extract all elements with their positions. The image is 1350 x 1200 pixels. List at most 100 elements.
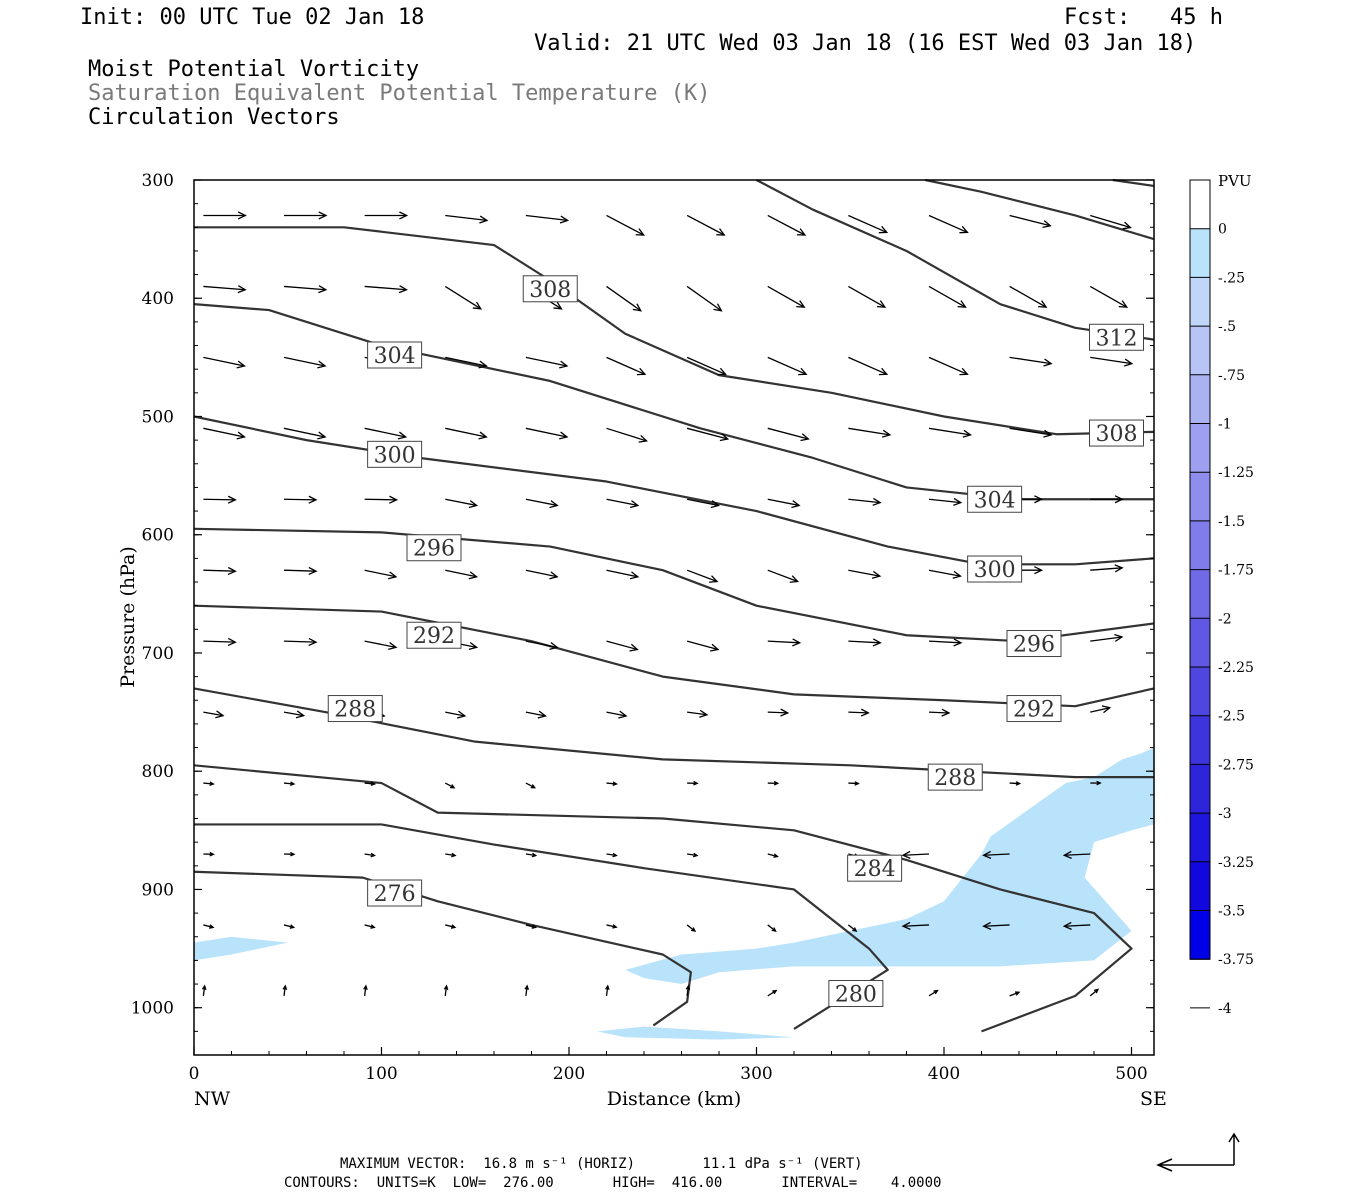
circulation-vector-24 — [203, 356, 246, 369]
circulation-vector-108 — [203, 851, 215, 857]
colorbar-swatch-8 — [1190, 569, 1210, 619]
circulation-vector-17 — [606, 285, 642, 312]
circulation-vector-9 — [928, 214, 969, 234]
contour-label-box-9 — [1006, 630, 1062, 658]
circulation-vector-66 — [686, 569, 719, 583]
colorbar-level-8: -2 — [1218, 611, 1232, 627]
circulation-vector-127 — [767, 924, 777, 933]
circulation-vector-109 — [283, 851, 296, 857]
y-tick-800: 800 — [142, 762, 174, 782]
circulation-vector-135 — [443, 984, 449, 996]
circulation-vector-19 — [767, 285, 806, 308]
circulation-vector-98 — [364, 781, 377, 786]
contour-label-8: 292 — [413, 624, 455, 649]
circulation-vector-92 — [848, 708, 870, 717]
colorbar-swatch-9 — [1190, 618, 1210, 667]
contour-label-box-5 — [967, 485, 1023, 513]
colorbar-level-1: -.25 — [1218, 270, 1245, 286]
circulation-vector-55 — [767, 498, 801, 509]
y-tick-700: 700 — [142, 644, 174, 664]
circulation-vector-78 — [686, 640, 720, 652]
x-tick-400: 400 — [928, 1064, 960, 1084]
x-axis-label: Distance (km) — [607, 1088, 742, 1110]
x-tick-500: 500 — [1115, 1064, 1147, 1084]
circulation-vector-68 — [848, 569, 882, 579]
contour-label-2: 304 — [374, 344, 416, 369]
circulation-vector-37 — [283, 427, 327, 440]
circulation-vector-21 — [928, 285, 967, 308]
colorbar-swatch-5 — [1190, 423, 1210, 473]
circulation-vector-62 — [364, 569, 398, 580]
circulation-vector-30 — [686, 356, 727, 376]
contour-labels: 308 312 304 308 300 304 296 300 292 296 288 292 288 2… — [327, 275, 1144, 1008]
circulation-vector-90 — [687, 709, 709, 718]
circulation-vector-59 — [1090, 495, 1124, 504]
circulation-vector-69 — [928, 569, 962, 579]
circulation-vector-54 — [686, 498, 720, 509]
circulation-vector-39 — [445, 427, 488, 440]
circulation-vector-0 — [203, 211, 247, 220]
circulation-vector-134 — [363, 984, 368, 996]
circulation-vector-40 — [525, 427, 569, 440]
contour-label-4: 300 — [374, 443, 416, 468]
circulation-vector-81 — [928, 638, 963, 647]
circulation-vector-22 — [1009, 285, 1048, 308]
contour-320 — [1112, 178, 1155, 188]
contour-label-9: 296 — [1013, 633, 1055, 658]
circulation-vector-132 — [201, 984, 207, 996]
circulation-vector-33 — [928, 356, 969, 376]
circulation-vector-36 — [203, 427, 246, 440]
reference-vector-icon — [1156, 1132, 1240, 1172]
circulation-vector-117 — [901, 850, 930, 860]
colorbar-swatch-3 — [1190, 326, 1210, 375]
contour-label-box-7 — [967, 555, 1023, 583]
contour-label-11: 292 — [1013, 698, 1055, 723]
circulation-vector-141 — [928, 989, 939, 997]
circulation-vector-126 — [686, 924, 697, 933]
circulation-vector-107 — [1090, 780, 1102, 786]
forecast-hour: Fcst: 45 h — [1064, 5, 1223, 30]
circulation-vector-102 — [687, 780, 699, 786]
y-tick-900: 900 — [142, 880, 174, 900]
circulation-vector-74 — [364, 640, 398, 650]
colorbar-swatch-14 — [1190, 861, 1210, 911]
contour-label-box-6 — [406, 534, 462, 562]
circulation-vector-91 — [767, 708, 790, 717]
colorbar-swatch-11 — [1190, 715, 1210, 765]
circulation-vector-25 — [283, 356, 327, 369]
y-tick-500: 500 — [142, 407, 174, 427]
colorbar-swatch-2 — [1190, 277, 1210, 327]
circulation-vector-103 — [767, 780, 780, 786]
mpv-shading — [194, 747, 1154, 1040]
circulation-vector-34 — [1009, 356, 1053, 367]
colorbar-level-15: -3.75 — [1218, 952, 1254, 968]
circulation-vector-115 — [767, 853, 779, 858]
contour-280 — [194, 823, 889, 1030]
circulation-vector-20 — [848, 285, 887, 308]
x-tick-0: 0 — [189, 1064, 200, 1084]
circulation-vector-43 — [767, 427, 810, 442]
circulation-vector-125 — [606, 924, 618, 929]
circulation-vector-45 — [928, 427, 972, 438]
circulation-vector-101 — [606, 781, 618, 786]
circulation-vector-111 — [445, 852, 457, 858]
contour-label-box-15 — [828, 980, 884, 1008]
circulation-vector-73 — [283, 637, 318, 647]
field-title-thetae: Saturation Equivalent Potential Temperat… — [88, 81, 711, 106]
colorbar-level-3: -.75 — [1218, 368, 1245, 384]
y-tick-1000: 1000 — [131, 999, 174, 1019]
circulation-vector-121 — [283, 924, 296, 929]
circulation-vector-119 — [1062, 850, 1091, 860]
y-axis-label: Pressure (hPa) — [117, 546, 139, 688]
colorbar-level-0: 0 — [1218, 222, 1227, 238]
circulation-vector-65 — [606, 569, 640, 580]
colorbar-label: PVU — [1218, 172, 1252, 190]
circulation-vector-122 — [364, 924, 376, 929]
contour-label-box-12 — [927, 763, 983, 791]
circulation-vector-87 — [445, 710, 467, 719]
plot-frame — [193, 179, 1155, 1056]
x-tick-100: 100 — [365, 1064, 397, 1084]
contour-label-box-3 — [1089, 419, 1144, 447]
circulation-vector-56 — [848, 497, 882, 506]
circulation-vector-88 — [525, 710, 547, 719]
